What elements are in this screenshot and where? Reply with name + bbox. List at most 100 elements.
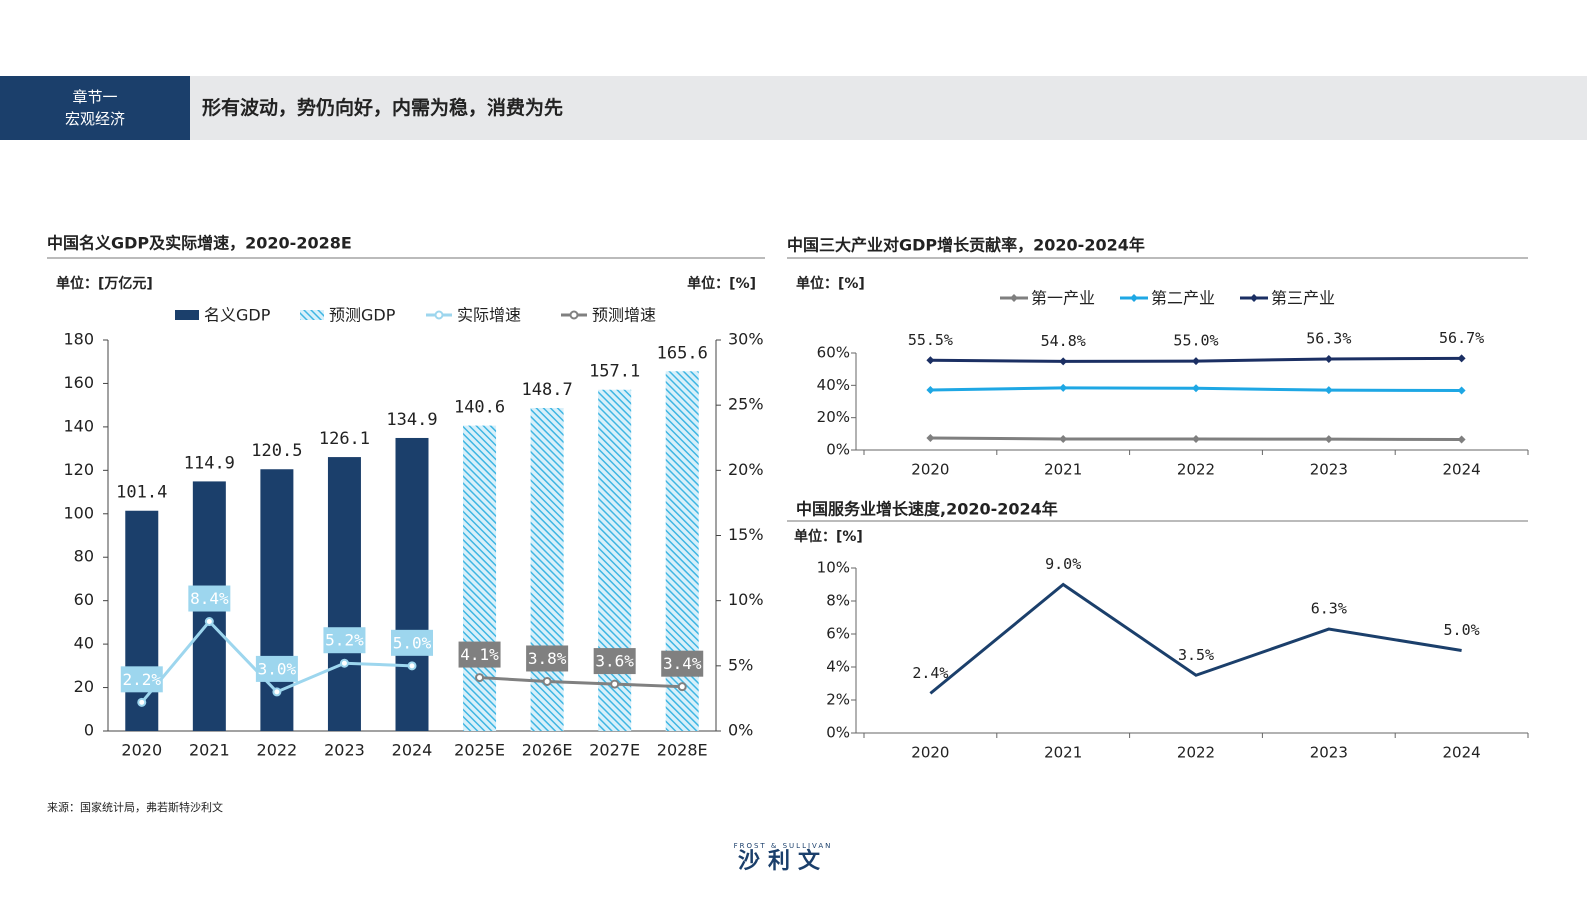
- legend-swatch: [175, 310, 199, 320]
- line-series: [929, 582, 1462, 695]
- line-point: [610, 679, 620, 689]
- line-point: [1059, 435, 1068, 444]
- source-note: 来源：国家统计局，弗若斯特沙利文: [47, 800, 223, 814]
- data-label: 55.0%: [1173, 332, 1218, 350]
- line-point: [1457, 435, 1466, 444]
- legend-label: 第三产业: [1271, 289, 1335, 308]
- legend-label: 名义GDP: [204, 306, 271, 325]
- y2-tick-label: 10%: [728, 590, 764, 609]
- line-point: [1192, 435, 1200, 444]
- y-tick-label: 60%: [817, 344, 850, 362]
- x-tick-label: 2023: [1310, 461, 1348, 479]
- line-point: [926, 434, 935, 443]
- data-label: 3.5%: [1178, 646, 1214, 664]
- line-point: [475, 673, 485, 683]
- y-tick-label: 20%: [817, 408, 850, 426]
- label-box: [120, 666, 163, 693]
- y-tick-label: 100: [63, 503, 94, 522]
- y-tick-label: 40%: [817, 376, 850, 394]
- x-tick-label: 2020: [911, 461, 949, 479]
- bar-label: 120.5: [251, 441, 302, 461]
- x-tick-label: 2022: [1177, 744, 1215, 762]
- data-label: 5.0%: [393, 633, 432, 652]
- label-box: [323, 627, 366, 654]
- line-point: [272, 687, 282, 697]
- line-series: [479, 676, 683, 689]
- x-tick-label: 2022: [257, 741, 298, 760]
- line-point: [1192, 357, 1200, 366]
- legend-swatch: [1010, 294, 1018, 302]
- data-label: 56.7%: [1439, 329, 1484, 347]
- y2-tick-label: 5%: [728, 655, 753, 674]
- y-tick-label: 80: [74, 547, 94, 566]
- x-tick-label: 2021: [189, 741, 230, 760]
- y-tick-label: 60: [74, 590, 94, 609]
- bar: [463, 425, 497, 731]
- chart-title: 中国名义GDP及实际增速，2020-2028E: [47, 234, 352, 253]
- x-tick-label: 2023: [324, 741, 365, 760]
- section-label: 章节一: [72, 88, 117, 106]
- bar: [125, 510, 159, 731]
- label-box: [526, 645, 569, 672]
- line-point: [1457, 354, 1466, 363]
- bar-label: 140.6: [454, 398, 505, 418]
- y-tick-label: 20: [74, 677, 94, 696]
- bar-label: 157.1: [589, 362, 640, 382]
- data-label: 5.0%: [1444, 621, 1480, 639]
- data-label: 2.2%: [123, 670, 162, 689]
- bar: [665, 371, 699, 731]
- chart-title: 中国三大产业对GDP增长贡献率，2020-2024年: [787, 236, 1145, 255]
- y-tick-label: 120: [63, 460, 94, 479]
- unit-label: 单位：[万亿元]: [56, 275, 153, 292]
- x-tick-label: 2022: [1177, 461, 1215, 479]
- y2-tick-label: 25%: [728, 395, 764, 414]
- line-point: [1059, 383, 1068, 392]
- data-label: 3.6%: [595, 652, 634, 671]
- x-tick-label: 2024: [1443, 744, 1481, 762]
- y-tick-label: 0: [84, 721, 94, 740]
- y2-tick-label: 20%: [728, 460, 764, 479]
- x-tick-label: 2024: [392, 741, 433, 760]
- line-point: [1192, 384, 1200, 393]
- line-point: [1059, 357, 1068, 366]
- header-band: [0, 76, 1587, 140]
- legend-label: 实际增速: [457, 306, 521, 325]
- unit-label: 单位：[%]: [794, 528, 863, 545]
- data-label: 54.8%: [1041, 332, 1086, 350]
- x-tick-label: 2021: [1044, 744, 1082, 762]
- legend-label: 预测GDP: [329, 306, 396, 325]
- line-point: [926, 386, 935, 395]
- bar-label: 148.7: [522, 380, 573, 400]
- x-tick-label: 2026E: [522, 741, 573, 760]
- legend-label: 第二产业: [1151, 289, 1215, 308]
- label-box: [593, 648, 636, 675]
- data-label: 55.5%: [908, 331, 953, 349]
- y-tick-label: 10%: [817, 559, 850, 577]
- y-tick-label: 140: [63, 416, 94, 435]
- line-point: [407, 661, 417, 671]
- legend-label: 预测增速: [592, 306, 656, 325]
- line-point: [1324, 435, 1333, 444]
- section-name: 宏观经济: [65, 110, 125, 128]
- line-point: [926, 356, 935, 365]
- y2-tick-label: 15%: [728, 525, 764, 544]
- x-tick-label: 2024: [1443, 461, 1481, 479]
- logo-main: 沙利文: [738, 848, 828, 874]
- label-box: [458, 641, 501, 668]
- y-tick-label: 6%: [826, 625, 850, 643]
- bar: [598, 389, 632, 731]
- page-title: 形有波动，势仍向好，内需为稳，消费为先: [202, 96, 563, 119]
- legend-swatch: [300, 310, 324, 320]
- label-box: [255, 655, 298, 682]
- x-tick-label: 2020: [911, 744, 949, 762]
- x-tick-label: 2027E: [589, 741, 640, 760]
- y-tick-label: 0%: [826, 441, 850, 459]
- data-label: 56.3%: [1306, 329, 1351, 347]
- bar-label: 114.9: [184, 453, 235, 473]
- data-label: 5.2%: [325, 631, 364, 650]
- y-tick-label: 2%: [826, 691, 850, 709]
- line-point: [204, 617, 214, 627]
- bar-label: 134.9: [386, 410, 437, 430]
